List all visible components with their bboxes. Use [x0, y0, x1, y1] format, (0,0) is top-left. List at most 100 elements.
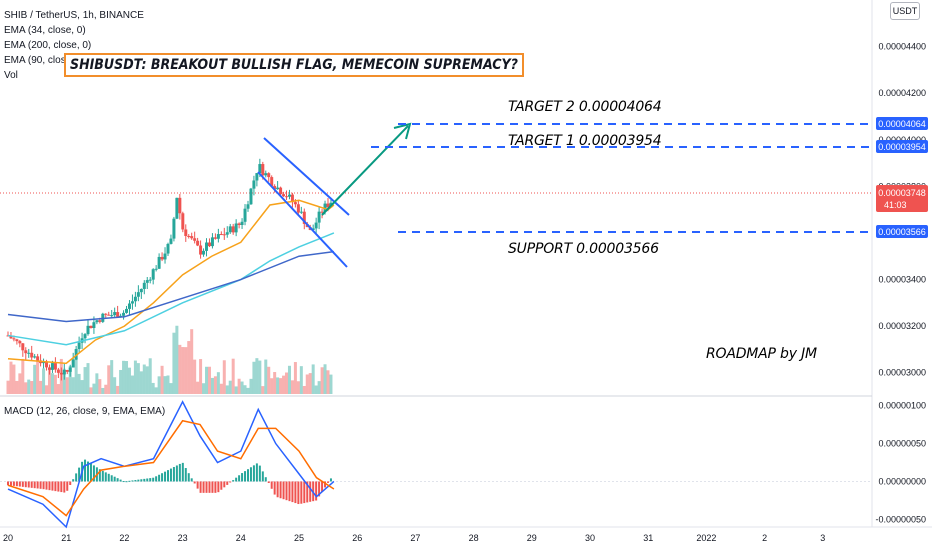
volume-bar — [104, 384, 108, 394]
macd-hist-bar — [252, 465, 255, 482]
candle-body — [133, 296, 137, 302]
volume-bar — [36, 360, 40, 394]
candle-body — [18, 341, 22, 344]
candle-body — [270, 177, 274, 187]
symbol-header[interactable]: SHIB / TetherUS, 1h, BINANCE — [4, 10, 144, 21]
time-tick-label: 3 — [820, 533, 825, 543]
signal-line — [7, 419, 335, 517]
time-tick-label: 24 — [236, 533, 246, 543]
volume-bar — [151, 382, 155, 394]
candle-body — [207, 242, 211, 247]
candle-body — [249, 188, 253, 205]
indicator-ema200[interactable]: EMA (200, close, 0) — [4, 40, 92, 51]
candle-body — [240, 221, 244, 225]
volume-bar — [326, 370, 330, 394]
idea-title: SHIBUSDT: BREAKOUT BULLISH FLAG, MEMECOI… — [64, 53, 524, 77]
candle-body — [89, 325, 93, 329]
currency-badge[interactable]: USDT — [890, 2, 920, 20]
macd-hist-bar — [98, 469, 101, 482]
macd-tick-label: 0.00000000 — [878, 476, 926, 486]
volume-bar — [302, 385, 306, 394]
candle-body — [142, 282, 146, 289]
volume-bar — [184, 347, 188, 394]
volume-bar — [30, 381, 34, 394]
candle-body — [246, 204, 250, 209]
macd-hist-bar — [238, 475, 241, 482]
indicator-ema90[interactable]: EMA (90, close, 0) — [4, 55, 86, 66]
volume-bar — [305, 374, 309, 394]
candle-body — [9, 335, 13, 339]
macd-hist-bar — [261, 471, 264, 482]
macd-hist-bar — [18, 481, 21, 487]
macd-hist-bar — [282, 481, 285, 500]
candle-body — [65, 369, 69, 372]
volume-bar — [228, 380, 232, 394]
candle-body — [110, 315, 114, 317]
macd-hist-bar — [297, 481, 300, 505]
macd-hist-bar — [152, 477, 155, 482]
candle-body — [163, 253, 167, 260]
macd-legend[interactable]: MACD (12, 26, close, 9, EMA, EMA) — [4, 406, 166, 417]
price-tick-label: 0.00003400 — [878, 275, 926, 285]
volume-bar — [246, 387, 250, 394]
volume-bar — [18, 373, 22, 394]
candle-body — [296, 204, 300, 213]
volume-bar — [136, 363, 140, 394]
volume-bar — [202, 383, 206, 394]
macd-hist-bar — [196, 481, 199, 489]
volume-bar — [98, 379, 102, 394]
macd-hist-bar — [246, 469, 249, 482]
volume-bar — [199, 359, 203, 394]
candle-body — [219, 234, 223, 236]
candle-body — [299, 211, 303, 213]
target2-annotation: TARGET 2 0.00004064 — [508, 99, 662, 115]
volume-bar — [314, 385, 318, 394]
macd-hist-bar — [137, 479, 140, 482]
candle-body — [56, 369, 60, 373]
macd-hist-bar — [309, 481, 312, 502]
macd-hist-bar — [30, 481, 33, 488]
macd-hist-bar — [258, 465, 261, 482]
volume-bar — [77, 373, 81, 394]
price-axis[interactable]: 0.000030000.000032000.000034000.00003600… — [875, 42, 926, 525]
volume-bar — [255, 358, 259, 394]
candle-body — [50, 363, 54, 370]
volume-bars — [6, 325, 333, 394]
time-axis[interactable]: 20 21 22 23 24 25 26 27 28 29 30 31 2022 2 3 — [3, 533, 825, 543]
macd-hist-bar — [9, 481, 12, 486]
volume-bar — [39, 380, 43, 394]
macd-hist-bar — [303, 481, 306, 504]
macd-hist-bar — [158, 474, 161, 482]
volume-bar — [210, 377, 214, 394]
candle-body — [323, 203, 327, 212]
macd-hist-bar — [119, 479, 122, 482]
macd-hist-bar — [143, 478, 146, 482]
volume-bar — [237, 378, 241, 394]
volume-bar — [68, 365, 72, 394]
macd-hist-bar — [208, 481, 211, 493]
macd-hist-bar — [187, 473, 190, 482]
volume-bar — [222, 360, 226, 394]
breakout-arrow[interactable] — [321, 125, 409, 216]
indicator-ema34[interactable]: EMA (34, close, 0) — [4, 25, 86, 36]
candle-body — [216, 234, 220, 239]
ema200-line — [7, 250, 335, 323]
volume-bar — [279, 378, 283, 394]
macd-hist-bar — [122, 481, 125, 483]
macd-hist-bar — [63, 481, 66, 493]
macd-hist-bar — [276, 481, 279, 498]
indicator-volume[interactable]: Vol — [4, 70, 18, 81]
candle-body — [234, 223, 238, 233]
volume-bar — [311, 364, 315, 394]
macd-hist-bar — [39, 481, 42, 489]
volume-bar — [119, 369, 123, 394]
candle-body — [314, 222, 318, 229]
volume-bar — [282, 375, 286, 394]
time-tick-label: 27 — [410, 533, 420, 543]
candle-body — [21, 343, 25, 351]
volume-bar — [231, 358, 235, 394]
volume-bar — [157, 376, 161, 394]
macd-hist-bar — [33, 481, 36, 489]
flag-lower-line[interactable] — [257, 171, 348, 268]
